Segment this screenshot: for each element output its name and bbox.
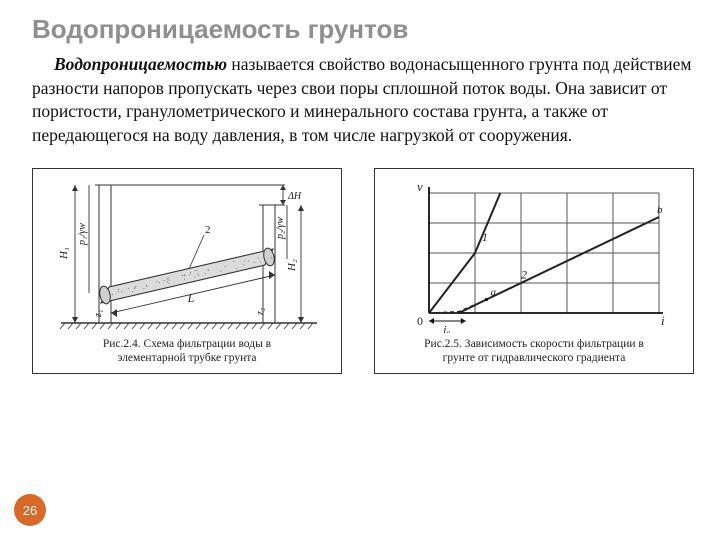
svg-text:i₀: i₀ (443, 324, 450, 333)
fig-2-4-caption: Рис.2.4. Схема фильтрации воды в элемент… (39, 337, 335, 366)
figure-2-5: v i 0 1 2 a b i₀ Рис.2.5. Зависимость скорости … (374, 168, 694, 374)
svg-text:2: 2 (521, 267, 527, 281)
svg-text:L: L (187, 291, 195, 305)
lead-term: Водопроницаемостью (54, 54, 227, 74)
fig-2-4-svg: ΔH L 2 H₁ p₁/γw z₁ H₂ p₂/γw z₂ (39, 175, 335, 333)
page-number: 26 (23, 503, 37, 518)
figures-row: ΔH L 2 H₁ p₁/γw z₁ H₂ p₂/γw z₂ Рис.2.4. Схема фи… (32, 168, 694, 374)
body-paragraph: Водопроницаемостью называется свойство в… (32, 53, 694, 148)
svg-text:p₁/γw: p₁/γw (77, 222, 88, 245)
svg-text:1: 1 (482, 230, 488, 244)
svg-text:ΔH: ΔH (287, 191, 302, 202)
svg-text:p₂/γw: p₂/γw (275, 216, 286, 239)
svg-text:v: v (417, 179, 423, 194)
svg-text:H₂: H₂ (286, 259, 298, 272)
svg-text:a: a (491, 286, 497, 298)
figure-2-4: ΔH L 2 H₁ p₁/γw z₁ H₂ p₂/γw z₂ Рис.2.4. Схема фи… (32, 168, 342, 374)
svg-text:z₁: z₁ (93, 309, 104, 317)
svg-text:H₁: H₁ (58, 247, 70, 260)
fig-2-5-caption: Рис.2.5. Зависимость скорости фильтрации… (381, 337, 687, 366)
svg-text:b: b (657, 204, 663, 216)
svg-text:z₂: z₂ (255, 307, 266, 316)
page-number-badge: 26 (14, 494, 46, 526)
fig-2-5-svg: v i 0 1 2 a b i₀ (381, 175, 687, 333)
svg-text:i: i (661, 313, 665, 328)
svg-text:0: 0 (417, 314, 423, 328)
svg-text:2: 2 (205, 224, 211, 236)
page-title: Водопроницаемость грунтов (32, 14, 694, 45)
